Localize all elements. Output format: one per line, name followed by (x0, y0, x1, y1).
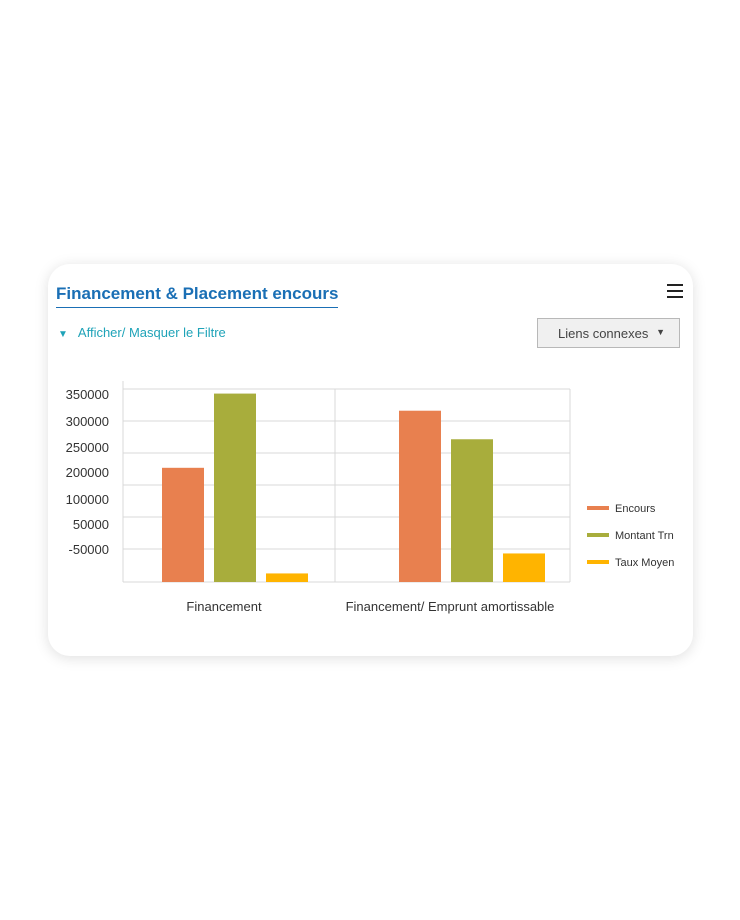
caret-down-icon: ▼ (656, 327, 665, 337)
legend-label[interactable]: Encours (615, 503, 656, 515)
page-title: Financement & Placement encours (56, 284, 339, 308)
filter-toggle-link[interactable]: ▼ Afficher/ Masquer le Filtre (58, 325, 226, 340)
related-links-dropdown[interactable]: Liens connexes ▼ (537, 318, 680, 348)
bar-taux-moyen[interactable] (503, 553, 545, 582)
y-tick-label: 100000 (66, 492, 109, 507)
legend-label[interactable]: Montant Trn (615, 530, 674, 542)
x-category-label: Financement/ Emprunt amortissable (346, 599, 555, 614)
bar-montant-trn[interactable] (451, 439, 493, 582)
bar-montant-trn[interactable] (214, 393, 256, 582)
bar-encours[interactable] (399, 410, 441, 582)
y-tick-label: 50000 (73, 517, 109, 532)
bar-taux-moyen[interactable] (266, 573, 308, 582)
y-tick-label: 300000 (66, 414, 109, 429)
legend-swatch (587, 533, 609, 537)
triangle-down-icon: ▼ (58, 329, 68, 340)
bar-chart: 350000 300000 250000 200000 100000 50000 -5000… (66, 381, 674, 614)
hamburger-menu-icon[interactable] (667, 284, 683, 298)
filter-toggle-label: Afficher/ Masquer le Filtre (77, 325, 226, 340)
y-tick-label: -50000 (69, 542, 109, 557)
chart-card: Financement & Placement encours ▼ Affiche… (48, 264, 693, 656)
x-category-label: Financement (186, 599, 262, 614)
y-tick-label: 250000 (66, 440, 109, 455)
legend-label[interactable]: Taux Moyen (615, 557, 674, 569)
bar-encours[interactable] (162, 467, 204, 582)
legend-swatch (587, 506, 609, 510)
legend-swatch (587, 560, 609, 564)
related-links-label: Liens connexes (558, 326, 649, 341)
y-tick-label: 200000 (66, 465, 109, 480)
y-tick-label: 350000 (66, 387, 109, 402)
